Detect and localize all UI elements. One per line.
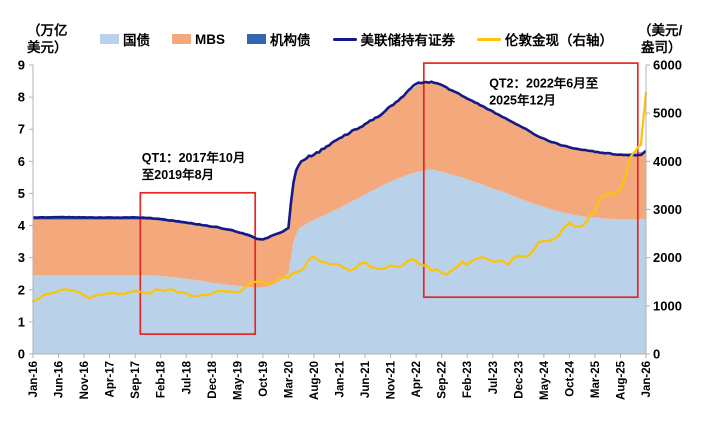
right-axis-unit-line2: 盎司） (641, 40, 682, 55)
x-tick-label: Aug-25 (616, 360, 628, 400)
legend-label-total: 美联储持有证券 (360, 33, 456, 48)
y-left-tick-label: 9 (18, 58, 25, 73)
y-left-tick-label: 8 (18, 90, 25, 105)
y-right-tick-label: 1000 (653, 298, 682, 313)
legend-swatch-total (332, 37, 357, 41)
left-axis-unit-line1: （万亿 (27, 23, 68, 38)
x-tick-label: Dec-23 (513, 361, 525, 399)
x-tick-label: Jun-21 (360, 360, 372, 398)
x-tick-label: Feb-23 (462, 361, 474, 398)
x-tick-label: Jan-21 (335, 360, 347, 397)
y-right-tick-label: 4000 (653, 154, 682, 169)
left-axis-unit-label: （万亿 美元） (27, 22, 68, 56)
legend-label-agency: 机构债 (270, 33, 311, 48)
x-tick-label: May-19 (232, 361, 244, 400)
y-left-tick-label: 0 (18, 347, 25, 362)
legend-label-treasury: 国债 (123, 33, 150, 48)
mbs-area (33, 82, 646, 288)
treasury-area (33, 169, 646, 354)
x-tick-label: Jul-23 (488, 361, 500, 394)
x-tick-label: Apr-22 (411, 361, 423, 397)
qt1-box (139, 191, 257, 335)
y-left-tick-label: 7 (18, 122, 25, 137)
legend-swatch-treasury (100, 34, 119, 44)
legend-item-mbs: MBS (172, 32, 225, 47)
legend-swatch-mbs (172, 34, 191, 44)
legend-item-gold: 伦敦金现（右轴） (477, 29, 613, 49)
x-tick-label: Oct-19 (258, 361, 270, 397)
y-left-tick-label: 2 (18, 282, 25, 297)
y-right-tick-label: 0 (653, 347, 660, 362)
qt2-label-line2: 2025年12月 (489, 92, 556, 107)
legend-swatch-gold (477, 37, 501, 41)
y-left-tick-label: 4 (18, 218, 26, 233)
fed-total-line (32, 80, 647, 241)
legend-item-agency: 机构债 (247, 29, 311, 49)
y-right-tick-label: 3000 (653, 202, 682, 217)
x-tick-label: Feb-18 (156, 360, 168, 398)
x-tick-label: Sep-22 (437, 361, 449, 399)
y-left-tick-label: 1 (18, 314, 25, 329)
x-tick-label: Apr-17 (105, 361, 117, 397)
chart-legend: 国债 MBS 机构债 美联储持有证券 伦敦金现（右轴） (100, 29, 613, 49)
right-axis-unit-label: （美元/ 盎司） (638, 22, 682, 56)
legend-label-mbs: MBS (195, 31, 225, 47)
y-left-tick-label: 3 (18, 250, 25, 265)
legend-item-treasury: 国债 (100, 29, 150, 49)
legend-item-total: 美联储持有证券 (332, 29, 456, 49)
legend-label-gold: 伦敦金现（右轴） (505, 33, 613, 48)
y-right-tick-label: 6000 (653, 58, 682, 73)
x-tick-label: May-24 (539, 360, 551, 400)
x-tick-label: Jun-16 (54, 361, 66, 398)
x-tick-label: Mar-20 (283, 361, 295, 398)
right-axis-unit-line1: （美元/ (638, 23, 683, 38)
legend-swatch-agency (247, 34, 266, 44)
left-axis-unit-line2: 美元） (27, 40, 68, 55)
x-tick-label: Nov-16 (79, 361, 91, 399)
x-tick-label: Dec-18 (207, 360, 219, 398)
x-tick-label: Sep-17 (130, 361, 142, 399)
x-tick-label: Aug-20 (309, 361, 321, 400)
x-tick-label: Jan-26 (641, 361, 653, 397)
x-tick-label: Jan-16 (28, 361, 40, 397)
y-right-tick-label: 2000 (653, 250, 682, 265)
x-tick-label: Oct-24 (564, 360, 576, 396)
y-right-tick-label: 5000 (653, 106, 682, 121)
y-left-tick-label: 5 (18, 186, 25, 201)
x-tick-label: Nov-21 (386, 360, 398, 399)
qt2-label-line1: QT2：2022年6月至 (489, 75, 599, 90)
qt1-label-line2: 至2019年8月 (142, 167, 214, 182)
x-tick-label: Mar-25 (590, 360, 602, 398)
qt2-box (422, 62, 639, 299)
gold-line (31, 91, 648, 303)
x-tick-label: Jul-18 (181, 360, 193, 394)
y-left-tick-label: 6 (18, 154, 25, 169)
qt1-label-line1: QT1：2017年10月 (142, 150, 246, 165)
